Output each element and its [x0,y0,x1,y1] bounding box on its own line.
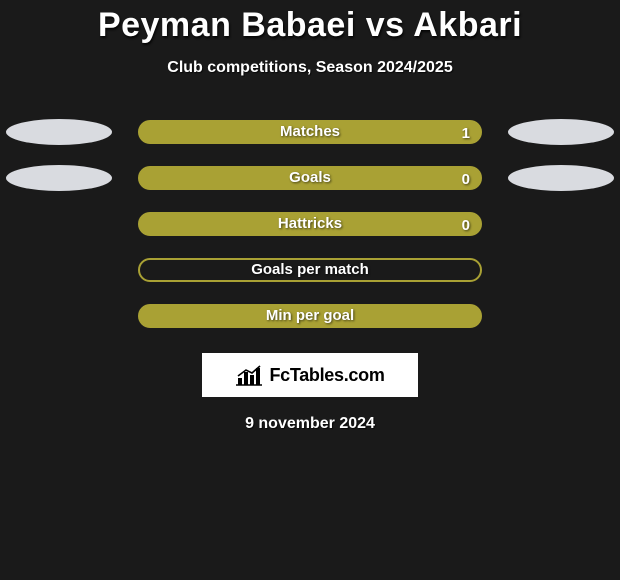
stat-value: 1 [462,122,470,146]
badge-text: FcTables.com [269,365,384,386]
date-text: 9 november 2024 [0,415,620,433]
left-player-ellipse [6,119,112,145]
stat-row: Goals 0 [0,155,620,201]
right-player-ellipse [508,119,614,145]
stat-bar: Hattricks 0 [138,212,482,236]
stat-label: Goals per match [251,258,369,282]
chart-bars-icon [235,364,263,386]
stat-label: Hattricks [278,212,342,236]
stat-value: 0 [462,214,470,238]
left-player-ellipse [6,165,112,191]
stat-label: Goals [289,166,331,190]
stat-label: Matches [280,120,340,144]
source-badge: FcTables.com [202,353,418,397]
stat-bar: Matches 1 [138,120,482,144]
subtitle: Club competitions, Season 2024/2025 [0,59,620,77]
comparison-infographic: Peyman Babaei vs Akbari Club competition… [0,0,620,580]
stat-value: 0 [462,168,470,192]
page-title: Peyman Babaei vs Akbari [0,0,620,45]
stat-bar: Goals per match [138,258,482,282]
stat-row: Min per goal [0,293,620,339]
stat-row: Matches 1 [0,109,620,155]
stat-rows: Matches 1 Goals 0 Hattricks 0 Goals per match M… [0,109,620,339]
stat-row: Hattricks 0 [0,201,620,247]
stat-bar: Goals 0 [138,166,482,190]
right-player-ellipse [508,165,614,191]
stat-label: Min per goal [266,304,354,328]
stat-row: Goals per match [0,247,620,293]
stat-bar: Min per goal [138,304,482,328]
